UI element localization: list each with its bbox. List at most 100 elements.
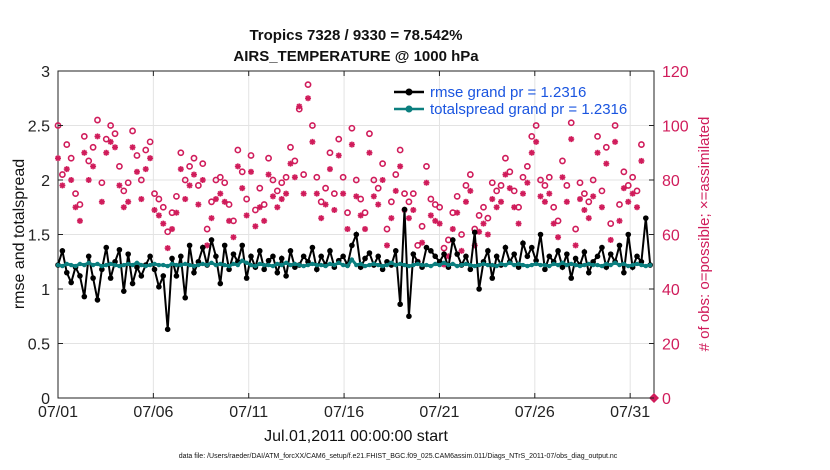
totalspread-series-point <box>371 261 377 267</box>
totalspread-series-point <box>424 262 429 268</box>
obs-assimilated-marker <box>559 174 566 181</box>
obs-possible-marker <box>607 220 615 227</box>
obs-assimilated-marker <box>432 217 439 224</box>
obs-possible-marker <box>519 173 527 181</box>
rmse-series-point <box>287 248 294 254</box>
obs-possible-marker <box>164 228 172 236</box>
obs-assimilated-stroke <box>607 237 614 243</box>
obs-possible-marker <box>493 187 501 195</box>
obs-possible-marker <box>76 201 84 208</box>
obs-assimilated-marker <box>234 163 241 170</box>
obs-assimilated-marker <box>169 226 176 233</box>
obs-assimilated-stroke <box>458 248 465 254</box>
totalspread-series-point <box>253 263 258 269</box>
obs-assimilated-marker <box>533 138 540 145</box>
obs-assimilated-marker <box>300 190 307 197</box>
obs-assimilated-stroke <box>90 163 96 170</box>
rmse-series-point <box>533 257 539 264</box>
rmse-series-point <box>138 273 145 279</box>
y2-tick-label: 60 <box>662 228 680 245</box>
totalspread-series-point <box>481 261 486 267</box>
rmse-series-point <box>511 251 518 257</box>
totalspread-series-point <box>419 262 425 268</box>
obs-assimilated-marker <box>269 193 276 200</box>
rmse-series-point <box>256 248 263 254</box>
rmse-series-point <box>476 286 482 292</box>
obs-assimilated-marker <box>195 201 202 208</box>
totalspread-series-point <box>336 260 341 266</box>
y-tick-label: 0.5 <box>28 337 50 354</box>
totalspread-series-point <box>345 263 350 269</box>
obs-assimilated-marker <box>322 201 329 208</box>
obs-possible-marker <box>269 176 277 184</box>
totalspread-series-point <box>73 263 78 269</box>
obs-possible-marker <box>366 130 373 138</box>
obs-assimilated-marker <box>515 220 522 227</box>
y2-axis-ticks: 0 20 40 60 80 100 120 <box>649 64 689 408</box>
obs-possible-marker <box>357 195 365 203</box>
obs-assimilated-marker <box>454 209 461 216</box>
obs-assimilated-stroke <box>257 204 263 211</box>
totalspread-series-point <box>240 258 245 263</box>
obs-possible-marker <box>94 116 101 124</box>
totalspread-series-point <box>380 263 385 269</box>
rmse-series-point <box>151 266 158 273</box>
obs-assimilated-marker <box>550 220 557 227</box>
obs-assimilated-stroke <box>72 204 79 211</box>
totalspread-series-point <box>586 261 591 267</box>
totalspread-series-point <box>314 262 320 268</box>
obs-assimilated-marker <box>261 217 268 224</box>
obs-assimilated-stroke <box>173 209 180 216</box>
y2-tick-label: 100 <box>662 119 689 136</box>
y2-tick-label: 20 <box>662 337 680 354</box>
obs-assimilated-stroke <box>577 196 583 202</box>
obs-possible-marker <box>598 187 606 195</box>
obs-assimilated-stroke <box>428 212 434 219</box>
obs-possible-marker <box>462 182 470 189</box>
obs-possible-marker <box>256 184 264 192</box>
obs-assimilated-marker <box>265 171 272 178</box>
totalspread-series-point <box>547 263 552 269</box>
rmse-series-point <box>265 257 272 264</box>
obs-possible-marker <box>181 176 189 184</box>
x-axis-label: Jul.01,2011 00:00:00 start <box>264 428 448 445</box>
obs-assimilated-stroke <box>305 95 311 102</box>
obs-assimilated-stroke <box>616 218 623 224</box>
data-file-footnote: data file: /Users/raeder/DAI/ATM_forcXX/… <box>179 453 618 460</box>
obs-possible-marker <box>453 192 461 200</box>
totalspread-series-point <box>626 263 631 269</box>
obs-possible-marker <box>427 195 435 203</box>
obs-possible-marker <box>63 141 71 148</box>
obs-assimilated-marker <box>98 198 105 205</box>
rmse-series-point <box>568 275 575 281</box>
obs-assimilated-stroke <box>191 171 197 178</box>
obs-possible-marker <box>287 143 294 151</box>
totalspread-series-point <box>99 263 105 269</box>
obs-assimilated-marker <box>555 234 562 241</box>
obs-assimilated-stroke <box>353 193 360 200</box>
obs-possible-marker <box>102 135 110 143</box>
obs-assimilated-stroke <box>221 199 228 205</box>
obs-assimilated-stroke <box>467 188 474 194</box>
rmse-series-point <box>85 253 92 260</box>
obs-assimilated-stroke <box>340 190 346 197</box>
totalspread-series-point <box>472 263 477 269</box>
obs-possible-marker <box>278 179 286 187</box>
obs-assimilated-stroke <box>344 226 351 232</box>
obs-possible-marker <box>532 122 540 129</box>
obs-possible-marker <box>392 171 400 178</box>
obs-assimilated-marker <box>638 157 645 164</box>
obs-assimilated-marker <box>607 236 614 243</box>
rmse-series-point <box>309 244 316 251</box>
totalspread-series-point <box>529 262 534 268</box>
rmse-series-point <box>208 237 215 243</box>
obs-possible-marker <box>567 119 575 127</box>
totalspread-series-point <box>389 260 394 266</box>
totalspread-series-point <box>647 262 653 268</box>
obs-possible-marker <box>151 190 158 198</box>
obs-possible-marker <box>602 143 610 151</box>
obs-assimilated-stroke <box>603 160 610 167</box>
obs-assimilated-marker <box>318 215 325 222</box>
obs-assimilated-stroke <box>156 212 162 219</box>
obs-assimilated-stroke <box>68 177 74 183</box>
